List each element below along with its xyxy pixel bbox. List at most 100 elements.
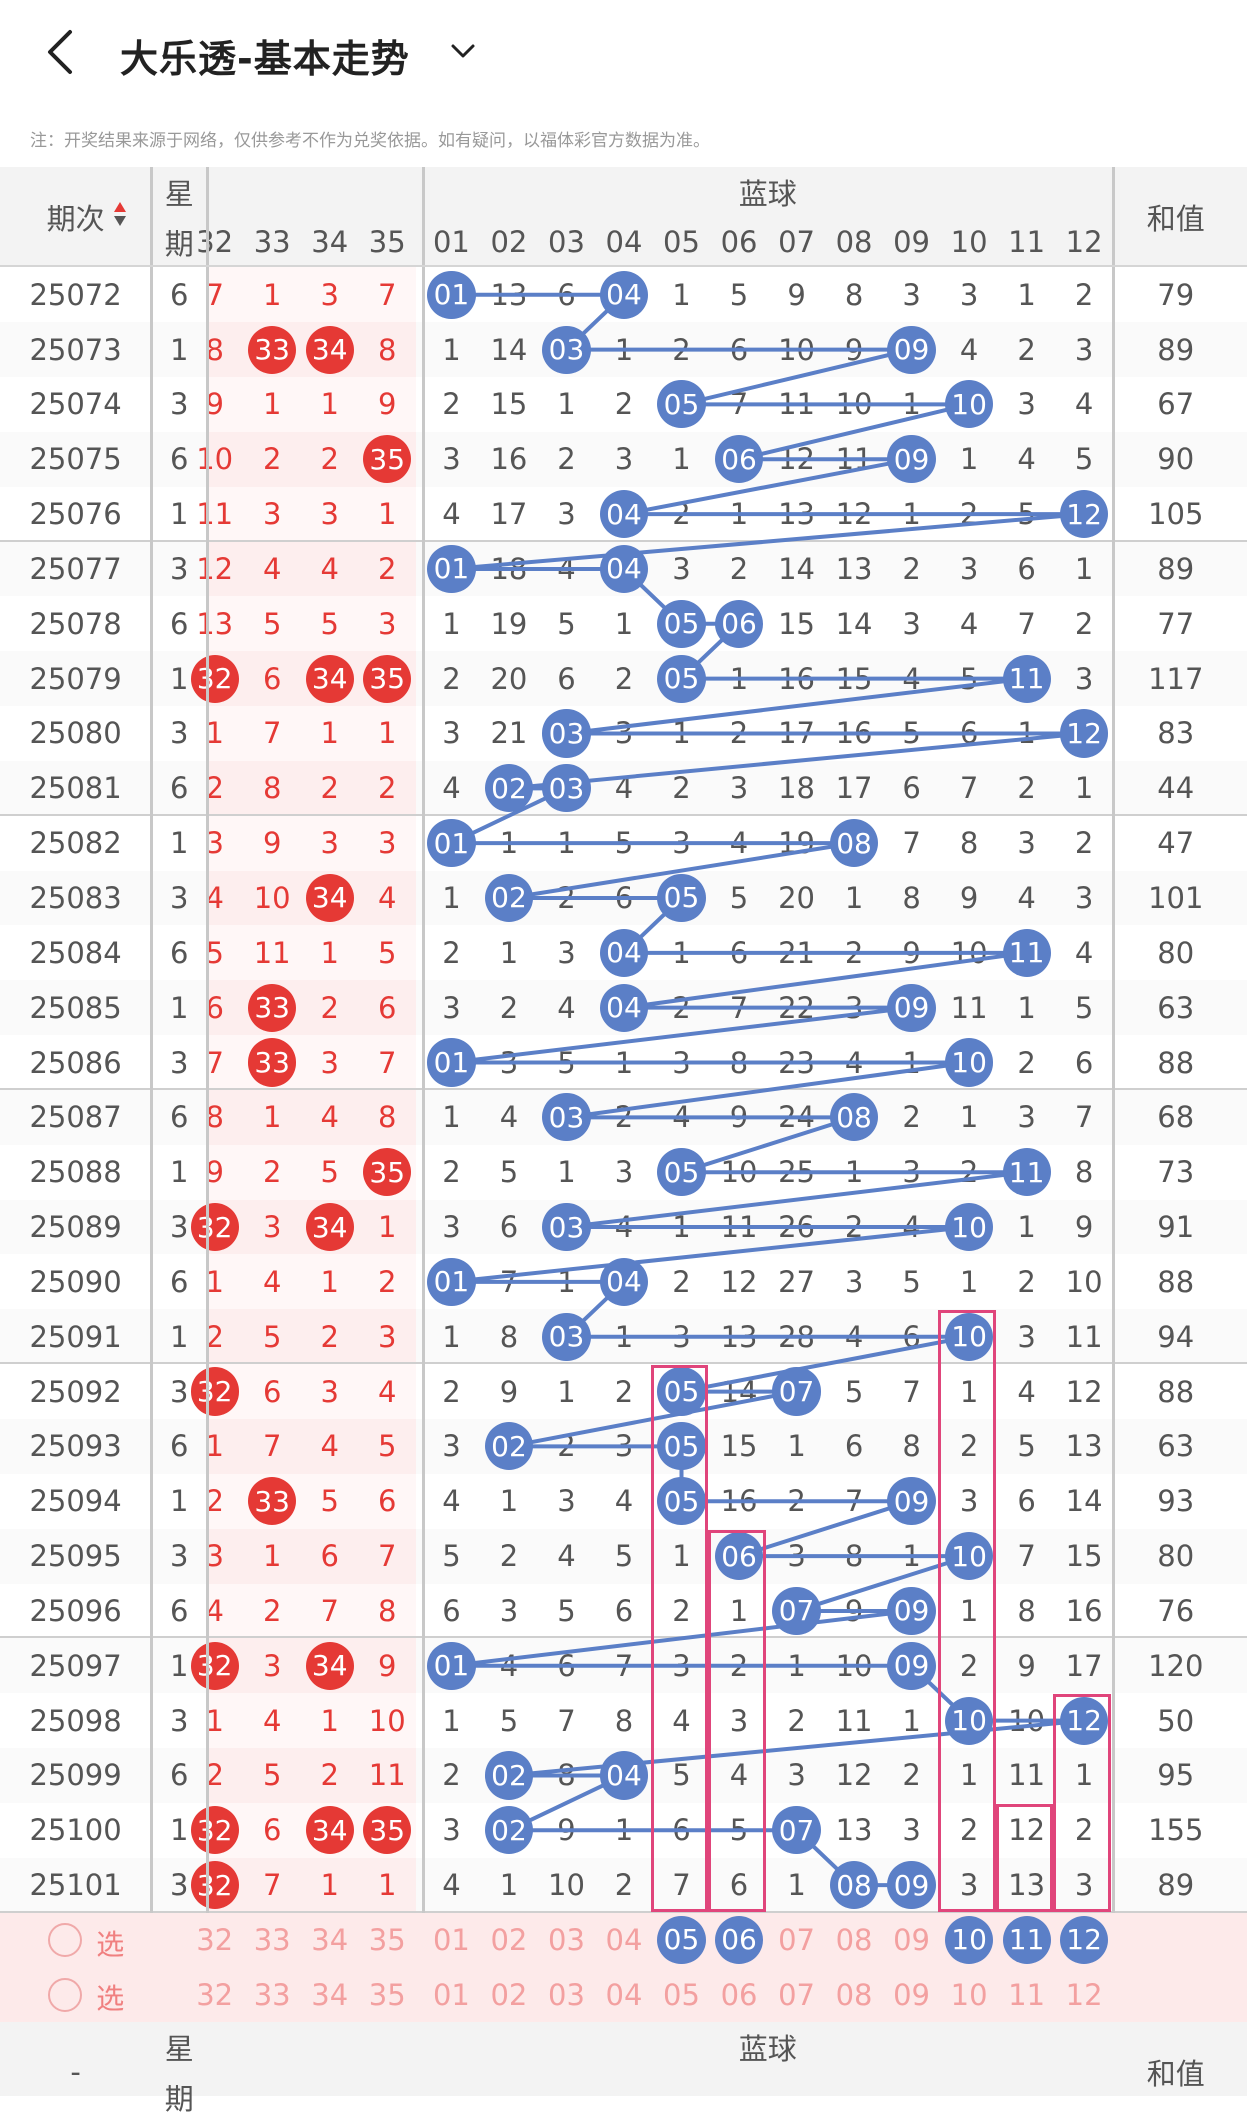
pick-blue-number[interactable]: 12 — [1065, 1977, 1103, 2012]
red-zone-bg — [207, 706, 416, 761]
period-cell: 25100 — [29, 1813, 122, 1848]
pick-red-number[interactable]: 34 — [311, 1922, 349, 1957]
pick-blue-number[interactable]: 03 — [548, 1977, 585, 2012]
blue-miss-cell: 2 — [902, 551, 921, 586]
pick-blue-number[interactable]: 09 — [893, 1922, 931, 1957]
weekday-cell: 6 — [170, 277, 189, 312]
pick-blue-number[interactable]: 03 — [548, 1922, 585, 1957]
blue-miss-cell: 9 — [1017, 1648, 1036, 1683]
period-cell: 25083 — [29, 880, 122, 915]
blue-miss-cell: 1 — [672, 277, 691, 312]
blue-miss-cell: 2 — [959, 1648, 979, 1683]
blue-ball: 04 — [599, 1257, 649, 1306]
pick-blue-number[interactable]: 07 — [778, 1977, 815, 2012]
blue-miss-cell: 3 — [844, 1264, 864, 1299]
pick-red-number[interactable]: 33 — [253, 1922, 291, 1957]
chevron-left-icon[interactable] — [40, 26, 84, 78]
selected-blue-ball[interactable]: 12 — [1060, 1915, 1109, 1965]
blue-miss-cell: 1 — [442, 1703, 461, 1738]
blue-miss-cell: 5 — [844, 1374, 864, 1409]
red-miss-cell: 2 — [262, 1155, 282, 1190]
blue-col-header: 12 — [1065, 225, 1103, 260]
pick-red-number[interactable]: 32 — [196, 1922, 234, 1957]
pick-blue-number[interactable]: 06 — [720, 1977, 758, 2012]
chevron-down-icon[interactable] — [448, 40, 478, 64]
red-miss-cell: 2 — [320, 771, 339, 806]
period-cell: 25076 — [29, 497, 122, 532]
blue-miss-cell: 1 — [442, 1100, 461, 1135]
pick-radio[interactable] — [48, 1977, 83, 2012]
weekday-header-top: 星 — [164, 177, 194, 212]
pick-blue-number[interactable]: 07 — [778, 1922, 815, 1957]
sum-cell: 73 — [1157, 1155, 1195, 1190]
weekday-cell: 1 — [170, 1484, 189, 1519]
selected-blue-ball[interactable]: 05 — [657, 1915, 706, 1965]
blue-ball: 04 — [599, 1751, 649, 1800]
red-miss-cell: 7 — [378, 1045, 397, 1080]
sum-cell: 76 — [1157, 1593, 1195, 1628]
pick-radio[interactable] — [48, 1922, 83, 1957]
pick-blue-number[interactable]: 11 — [1008, 1977, 1046, 2012]
red-miss-cell: 5 — [320, 1155, 339, 1190]
pick-blue-number[interactable]: 09 — [893, 1977, 931, 2012]
selected-blue-ball[interactable]: 11 — [1002, 1915, 1051, 1965]
blue-miss-cell: 15 — [1065, 1539, 1103, 1574]
blue-miss-cell: 1 — [959, 1100, 979, 1135]
blue-miss-cell: 3 — [959, 1868, 979, 1903]
pick-blue-number[interactable]: 08 — [835, 1922, 873, 1957]
blue-ball: 10 — [945, 380, 994, 429]
pick-blue-number[interactable]: 04 — [605, 1977, 643, 2012]
pick-red-number[interactable]: 35 — [368, 1922, 406, 1957]
pick-blue-number[interactable]: 04 — [605, 1922, 643, 1957]
blue-miss-cell: 5 — [729, 277, 749, 312]
blue-ball: 05 — [657, 654, 706, 703]
sum-header[interactable]: 和值 — [1146, 202, 1205, 237]
pick-blue-number[interactable]: 02 — [490, 1977, 528, 2012]
weekday-cell: 3 — [170, 880, 189, 915]
blue-miss-cell: 17 — [835, 771, 873, 806]
blue-col-header: 09 — [893, 225, 931, 260]
period-cell: 25077 — [29, 551, 122, 586]
selected-blue-ball[interactable]: 06 — [714, 1915, 764, 1965]
blue-miss-cell: 1 — [499, 1868, 519, 1903]
pick-blue-number[interactable]: 01 — [432, 1977, 470, 2012]
period-header[interactable]: 期次 — [46, 202, 105, 237]
red-miss-cell: 6 — [205, 990, 224, 1025]
pick-blue-number[interactable]: 02 — [490, 1922, 528, 1957]
blue-miss-cell: 5 — [672, 1758, 691, 1793]
footer-sum: 和值 — [1146, 2057, 1205, 2092]
red-miss-cell: 7 — [378, 1539, 397, 1574]
blue-miss-cell: 12 — [835, 1758, 873, 1793]
blue-ball: 08 — [829, 819, 879, 868]
blue-miss-cell: 2 — [1074, 1813, 1094, 1848]
red-col-header: 34 — [311, 225, 349, 260]
red-miss-cell: 1 — [378, 1868, 397, 1903]
pick-blue-number[interactable]: 01 — [432, 1922, 470, 1957]
red-miss-cell: 3 — [320, 277, 339, 312]
weekday-cell: 3 — [170, 387, 189, 422]
red-miss-cell: 4 — [262, 1264, 282, 1299]
blue-miss-cell: 5 — [499, 1703, 519, 1738]
red-miss-cell: 10 — [253, 880, 291, 915]
red-miss-cell: 8 — [378, 332, 397, 367]
red-miss-cell: 9 — [205, 387, 224, 422]
blue-miss-cell: 1 — [557, 387, 576, 422]
red-miss-cell: 6 — [262, 1813, 282, 1848]
pick-blue-number[interactable]: 05 — [663, 1977, 700, 2012]
pick-row-bg — [0, 1967, 1247, 2023]
red-miss-cell: 2 — [320, 1758, 339, 1793]
pick-red-number[interactable]: 33 — [253, 1977, 291, 2012]
selected-blue-ball[interactable]: 10 — [945, 1915, 994, 1965]
pick-blue-number[interactable]: 08 — [835, 1977, 873, 2012]
red-miss-cell: 2 — [320, 990, 339, 1025]
pick-red-number[interactable]: 32 — [196, 1977, 234, 2012]
sum-cell: 88 — [1157, 1374, 1195, 1409]
pick-red-number[interactable]: 34 — [311, 1977, 349, 2012]
pick-blue-number[interactable]: 10 — [950, 1977, 988, 2012]
period-cell: 25079 — [29, 661, 122, 696]
blue-miss-cell: 2 — [672, 1593, 691, 1628]
sort-arrows-icon[interactable] — [113, 201, 126, 228]
pick-red-number[interactable]: 35 — [368, 1977, 406, 2012]
red-zone-bg — [207, 760, 416, 816]
blue-miss-cell: 8 — [902, 1429, 921, 1464]
